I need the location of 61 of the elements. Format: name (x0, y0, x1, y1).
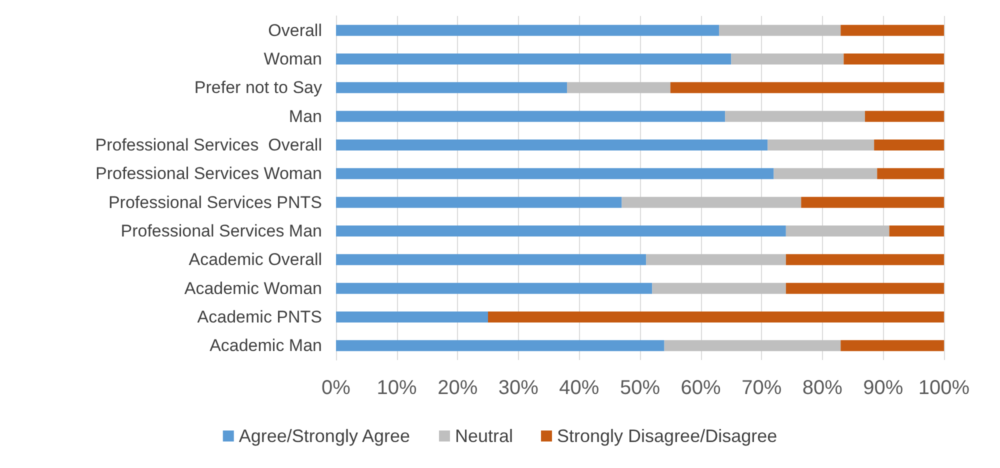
bar (336, 340, 664, 352)
bar (336, 82, 568, 94)
bar (336, 312, 488, 322)
x-tick-label: 20% (438, 377, 478, 399)
bar (864, 110, 944, 122)
bar (725, 110, 865, 122)
x-tick-label: 0% (322, 377, 351, 399)
legend-label: Neutral (454, 426, 514, 446)
bar (719, 24, 841, 36)
bar (652, 282, 786, 294)
x-tick-label: 100% (918, 377, 970, 399)
bar (840, 340, 944, 352)
y-tick-label: Academic Overall (188, 250, 322, 270)
bar (774, 168, 878, 180)
y-tick-label: Professional Services Man (120, 222, 322, 240)
bar (336, 254, 646, 266)
bar (768, 140, 874, 150)
bar (336, 140, 768, 150)
x-tick-label: 30% (498, 377, 539, 399)
y-tick-label: Man (288, 106, 322, 126)
legend-label: Agree/Strongly Agree (238, 426, 410, 446)
y-tick-label: Academic Man (210, 336, 322, 356)
x-tick-label: 10% (376, 377, 418, 399)
bar (786, 226, 890, 236)
bar (336, 282, 652, 294)
x-tick-label: 70% (742, 377, 782, 399)
y-tick-label: Overall (268, 20, 322, 40)
y-tick-label: Professional Services Woman (96, 164, 322, 184)
bar (336, 226, 786, 236)
bar (336, 168, 774, 180)
bar (874, 140, 944, 150)
bar (336, 110, 726, 122)
bar (840, 24, 944, 36)
bar (786, 282, 944, 294)
y-tick-label: Woman (264, 50, 322, 68)
x-tick-label: 90% (863, 377, 904, 399)
bar (622, 196, 802, 208)
x-tick-label: 60% (680, 377, 722, 399)
bar (336, 54, 732, 64)
y-tick-label: Professional Services Overall (95, 136, 322, 154)
bar (664, 340, 841, 352)
legend-label: Strongly Disagree/Disagree (557, 426, 778, 446)
bar (336, 196, 622, 208)
y-tick-label: Academic PNTS (197, 308, 322, 326)
bar (786, 254, 944, 266)
x-tick-label: 50% (620, 377, 660, 399)
y-tick-label: Professional Services PNTS (108, 192, 322, 212)
bar (889, 226, 944, 236)
bar (646, 254, 786, 266)
bar (844, 54, 944, 64)
bar (336, 24, 720, 36)
bar (731, 54, 844, 64)
bar (488, 312, 944, 322)
y-tick-label: Prefer not to Say (194, 78, 322, 98)
x-tick-label: 40% (559, 377, 600, 399)
bar (877, 168, 944, 180)
bar (801, 196, 944, 208)
x-tick-label: 80% (802, 377, 843, 399)
bar (670, 82, 944, 94)
bar (567, 82, 670, 94)
y-tick-label: Academic Woman (184, 278, 322, 298)
